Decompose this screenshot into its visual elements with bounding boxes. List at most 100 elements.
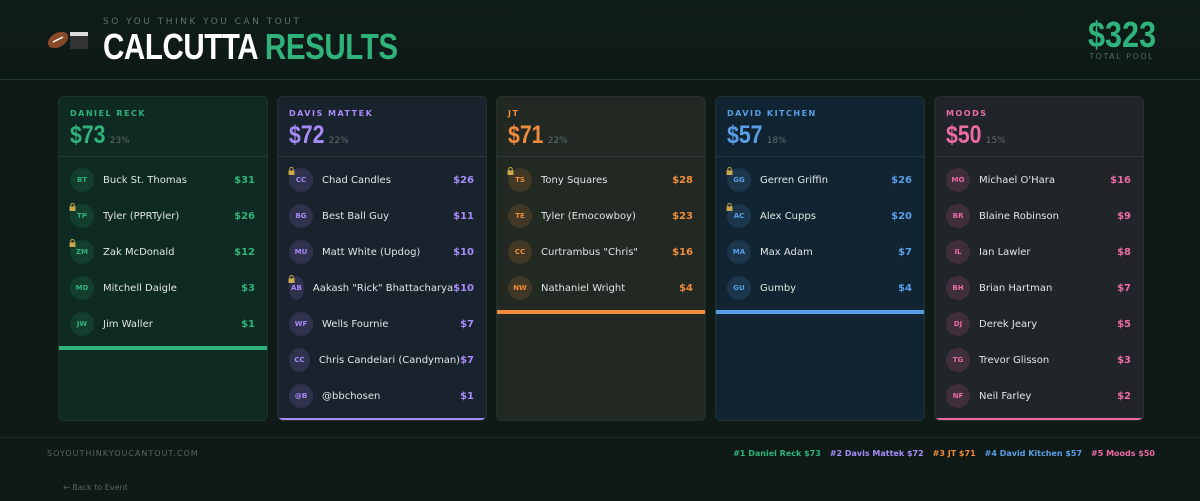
lock-icon xyxy=(288,275,295,283)
header: SO YOU THINK YOU CAN TOUT CALCUTTA RESUL… xyxy=(0,0,1200,80)
owner-cards: DANIEL RECK $73 23% BT Buck St. Thomas $31 TP T… xyxy=(58,96,1144,421)
player-list: TS Tony Squares $28 TE Tyler (Emocowboy) $23 C… xyxy=(497,157,705,306)
player-amount: $11 xyxy=(453,210,474,222)
owner-total: $71 xyxy=(508,121,544,149)
column-bar xyxy=(935,418,1143,420)
player-amount: $16 xyxy=(1110,174,1131,186)
player-amount: $7 xyxy=(1117,282,1131,294)
player-row: CC Chad Candles $26 xyxy=(278,162,486,198)
site-name: SOYOUTHINKYOUCANTOUT.COM xyxy=(47,449,199,458)
lock-icon xyxy=(69,203,76,211)
card-header: JT $71 22% xyxy=(497,97,705,157)
owner-pct: 22% xyxy=(547,136,568,146)
player-avatar: MO xyxy=(946,168,970,192)
player-name: Aakash "Rick" Bhattacharya xyxy=(312,282,454,294)
player-name: Derek Jeary xyxy=(979,318,1038,330)
player-list: MO Michael O'Hara $16 BR Blaine Robinson $9 IL… xyxy=(935,157,1143,414)
lock-icon xyxy=(288,167,295,175)
owner-total-line: $73 23% xyxy=(70,118,267,150)
owner-card: DAVID KITCHEN $57 18% GG Gerren Griffin $26 AC… xyxy=(715,96,925,421)
player-avatar: MU xyxy=(289,240,313,264)
owner-total: $72 xyxy=(289,121,325,149)
player-row: TP Tyler (PPRTyler) $26 xyxy=(59,198,267,234)
player-avatar: @B xyxy=(289,384,313,408)
standings-legend: #1 Daniel Reck $73 #2 Davis Mattek $72 #3 … xyxy=(733,449,1155,458)
footer: SOYOUTHINKYOUCANTOUT.COM #1 Daniel Reck … xyxy=(0,437,1200,501)
owner-total: $50 xyxy=(946,121,982,149)
player-row: CC Chris Candelari (Candyman) $7 xyxy=(278,342,486,378)
player-avatar: WF xyxy=(289,312,313,336)
player-avatar: TE xyxy=(508,204,532,228)
player-avatar: TG xyxy=(946,348,970,372)
player-row: MA Max Adam $7 xyxy=(716,234,924,270)
player-name: Tyler (PPRTyler) xyxy=(103,210,180,222)
player-name: Alex Cupps xyxy=(760,210,816,222)
player-avatar: DJ xyxy=(946,312,970,336)
player-avatar: MA xyxy=(727,240,751,264)
player-name: @bbchosen xyxy=(322,390,381,402)
player-amount: $28 xyxy=(672,174,693,186)
player-row: MU Matt White (Updog) $10 xyxy=(278,234,486,270)
total-pool-label: TOTAL POOL xyxy=(1089,52,1154,61)
player-row: TS Tony Squares $28 xyxy=(497,162,705,198)
player-avatar: BG xyxy=(289,204,313,228)
player-name: Trevor Glisson xyxy=(979,354,1050,366)
player-row: BT Buck St. Thomas $31 xyxy=(59,162,267,198)
owner-pct: 23% xyxy=(109,136,130,146)
player-avatar: NF xyxy=(946,384,970,408)
player-amount: $31 xyxy=(234,174,255,186)
player-row: MD Mitchell Daigle $3 xyxy=(59,270,267,306)
player-name: Best Ball Guy xyxy=(322,210,390,222)
player-amount: $4 xyxy=(679,282,693,294)
owner-name: MOODS xyxy=(946,109,988,118)
player-name: Matt White (Updog) xyxy=(322,246,421,258)
owner-name: DAVID KITCHEN xyxy=(727,109,817,118)
player-amount: $1 xyxy=(241,318,255,330)
lock-icon xyxy=(726,203,733,211)
player-avatar: NW xyxy=(508,276,532,300)
player-list: CC Chad Candles $26 BG Best Ball Guy $11 MU Mat… xyxy=(278,157,486,414)
player-avatar: IL xyxy=(946,240,970,264)
owner-pct: 15% xyxy=(985,136,1006,146)
player-amount: $26 xyxy=(453,174,474,186)
player-name: Gumby xyxy=(760,282,797,294)
player-name: Nathaniel Wright xyxy=(541,282,626,294)
card-header: DAVID KITCHEN $57 18% xyxy=(716,97,924,157)
column-bar xyxy=(278,418,486,420)
title-accent: RESULTS xyxy=(264,26,398,67)
player-amount: $5 xyxy=(1117,318,1131,330)
player-row: JW Jim Waller $1 xyxy=(59,306,267,342)
player-amount: $2 xyxy=(1117,390,1131,402)
owner-card: JT $71 22% TS Tony Squares $28 TE Tyler (Emocow… xyxy=(496,96,706,421)
player-row: DJ Derek Jeary $5 xyxy=(935,306,1143,342)
owner-card: DAVIS MATTEK $72 22% CC Chad Candles $26 BG Bes… xyxy=(277,96,487,421)
player-amount: $10 xyxy=(453,246,474,258)
player-amount: $4 xyxy=(898,282,912,294)
player-name: Neil Farley xyxy=(979,390,1032,402)
player-name: Gerren Griffin xyxy=(760,174,829,186)
player-amount: $7 xyxy=(460,318,474,330)
player-row: BH Brian Hartman $7 xyxy=(935,270,1143,306)
player-amount: $26 xyxy=(234,210,255,222)
player-avatar: BT xyxy=(70,168,94,192)
legend-entry: #2 Davis Mattek $72 xyxy=(829,449,924,458)
player-row: @B @bbchosen $1 xyxy=(278,378,486,414)
player-row: AC Alex Cupps $20 xyxy=(716,198,924,234)
player-row: MO Michael O'Hara $16 xyxy=(935,162,1143,198)
player-amount: $23 xyxy=(672,210,693,222)
player-name: Curtrambus "Chris" xyxy=(541,246,639,258)
player-amount: $7 xyxy=(460,354,474,366)
owner-total-line: $50 15% xyxy=(946,118,1143,150)
legend-entry: #5 Moods $50 xyxy=(1091,449,1155,458)
player-avatar: MD xyxy=(70,276,94,300)
legend-entry: #3 JT $71 xyxy=(932,449,976,458)
player-row: WF Wells Fournie $7 xyxy=(278,306,486,342)
player-name: Brian Hartman xyxy=(979,282,1053,294)
back-link[interactable]: ← Back to Event xyxy=(63,483,128,492)
player-name: Tony Squares xyxy=(541,174,608,186)
player-row: NW Nathaniel Wright $4 xyxy=(497,270,705,306)
player-amount: $26 xyxy=(891,174,912,186)
player-avatar: GU xyxy=(727,276,751,300)
player-name: Blaine Robinson xyxy=(979,210,1059,222)
